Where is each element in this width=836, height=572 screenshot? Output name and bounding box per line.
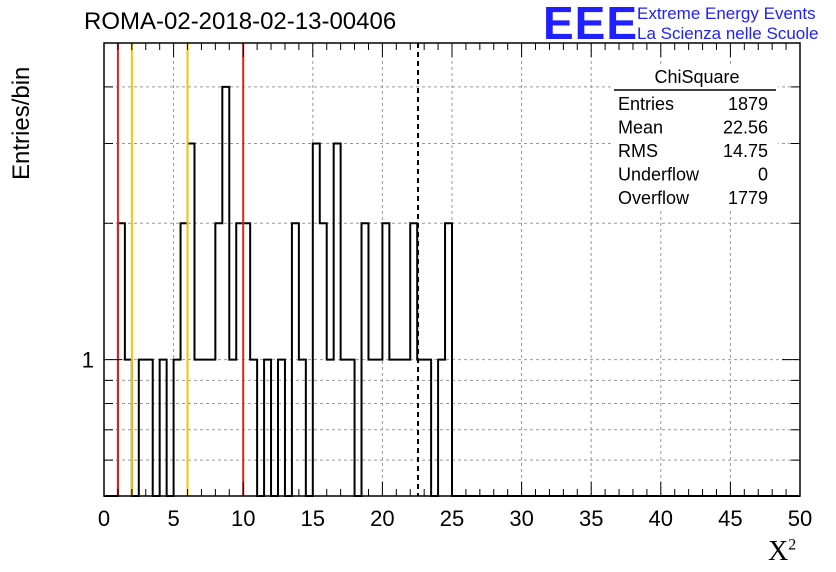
stats-value: 1879 <box>728 94 768 114</box>
stats-label: Mean <box>618 118 663 138</box>
x-tick-label: 25 <box>440 506 464 531</box>
stats-box-bg <box>612 64 778 210</box>
logo-line-1: Extreme Energy Events <box>637 4 816 23</box>
logo-line-2: La Scienza nelle Scuole <box>637 24 819 43</box>
x-tick-label: 15 <box>301 506 325 531</box>
stats-value: 14.75 <box>723 141 768 161</box>
x-tick-label: 10 <box>231 506 255 531</box>
x-tick-label: 40 <box>649 506 673 531</box>
x-tick-label: 30 <box>509 506 533 531</box>
stats-value: 22.56 <box>723 118 768 138</box>
chart-title: ROMA-02-2018-02-13-00406 <box>84 8 397 35</box>
stats-value: 1779 <box>728 188 768 208</box>
x-tick-label: 50 <box>788 506 812 531</box>
x-tick-label: 45 <box>718 506 742 531</box>
stats-value: 0 <box>758 165 768 185</box>
x-tick-label: 5 <box>167 506 179 531</box>
stats-label: Overflow <box>618 188 690 208</box>
eee-logo: EEE <box>543 0 639 49</box>
vertical-lines-layer <box>116 43 420 496</box>
x-tick-label: 35 <box>579 506 603 531</box>
stats-label: Entries <box>618 94 674 114</box>
x-axis-label: X2 <box>768 536 797 567</box>
stats-title: ChiSquare <box>654 67 739 87</box>
x-tick-label: 0 <box>98 506 110 531</box>
x-tick-label: 20 <box>370 506 394 531</box>
stats-label: Underflow <box>618 165 700 185</box>
stats-box: ChiSquare Entries 1879 Mean 22.56 RMS 14.75 Und… <box>612 64 778 210</box>
axes-layer: 0 5 10 15 20 25 30 35 40 45 50 1 <box>82 42 812 531</box>
y-tick-label: 1 <box>82 348 94 373</box>
stats-label: RMS <box>618 141 658 161</box>
